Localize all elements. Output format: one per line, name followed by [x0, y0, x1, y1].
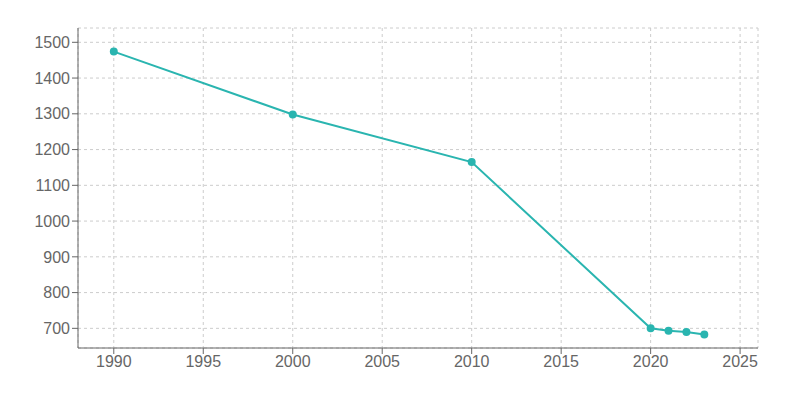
svg-text:1300: 1300 [34, 105, 70, 122]
svg-text:1200: 1200 [34, 141, 70, 158]
svg-text:800: 800 [43, 284, 70, 301]
svg-text:1400: 1400 [34, 70, 70, 87]
svg-text:1990: 1990 [96, 353, 132, 370]
svg-text:1000: 1000 [34, 213, 70, 230]
svg-text:2005: 2005 [364, 353, 400, 370]
svg-text:700: 700 [43, 320, 70, 337]
svg-text:1995: 1995 [185, 353, 221, 370]
svg-text:2000: 2000 [275, 353, 311, 370]
svg-text:900: 900 [43, 249, 70, 266]
svg-text:2015: 2015 [543, 353, 579, 370]
svg-text:2025: 2025 [722, 353, 758, 370]
svg-text:2020: 2020 [633, 353, 669, 370]
svg-text:1100: 1100 [36, 177, 71, 194]
svg-text:2010: 2010 [454, 353, 490, 370]
svg-text:1500: 1500 [34, 34, 70, 51]
